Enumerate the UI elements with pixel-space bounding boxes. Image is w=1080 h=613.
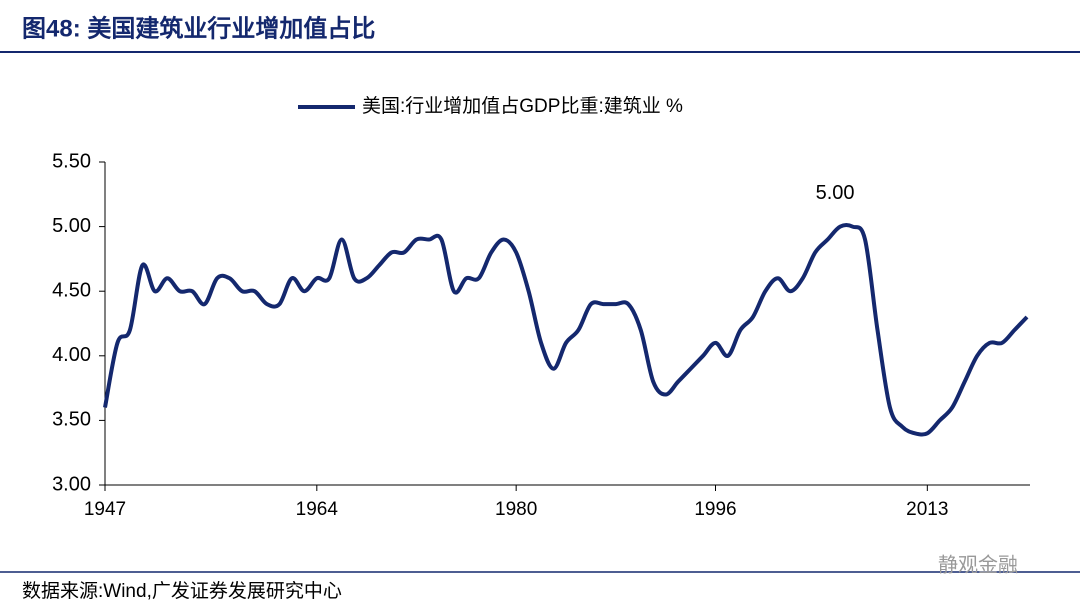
- y-tick-label: 4.50: [52, 279, 91, 301]
- x-tick-label: 1947: [84, 499, 126, 520]
- x-tick-label: 1980: [495, 499, 537, 520]
- annotation: 5.00: [816, 182, 855, 204]
- y-tick-label: 5.00: [52, 215, 91, 237]
- chart-title: 图48: 美国建筑业行业增加值占比: [22, 14, 375, 42]
- source: 数据来源:Wind,广发证券发展研究中心: [22, 580, 342, 602]
- legend-label: 美国:行业增加值占GDP比重:建筑业 %: [362, 95, 683, 117]
- y-tick-label: 3.50: [52, 409, 91, 431]
- x-tick-label: 1964: [296, 499, 339, 520]
- y-tick-label: 4.00: [52, 344, 91, 366]
- x-tick-label: 1996: [694, 499, 736, 520]
- x-tick-label: 2013: [906, 499, 948, 520]
- y-tick-label: 5.50: [52, 150, 91, 172]
- y-tick-label: 3.00: [52, 473, 91, 495]
- watermark: 静观金融: [938, 553, 1018, 576]
- line-series: [103, 222, 1029, 437]
